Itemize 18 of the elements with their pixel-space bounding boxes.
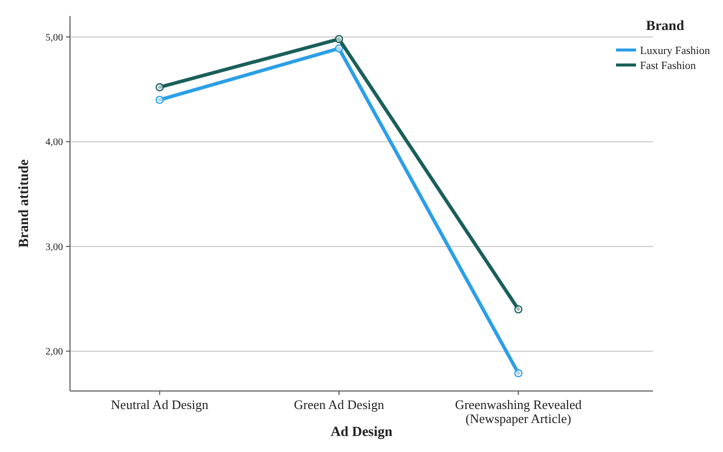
- x-tick-label: Neutral Ad Design: [110, 397, 209, 412]
- x-tick-label: Greenwashing Revealed (Newspaper Article): [454, 397, 582, 426]
- x-axis-title: Ad Design: [330, 425, 393, 440]
- y-tick-label: 3,00: [46, 242, 63, 253]
- point: [514, 369, 522, 378]
- y-tick-label: 4,00: [46, 137, 63, 148]
- y-tick-label: 5,00: [46, 32, 63, 44]
- point: [156, 96, 164, 104]
- y-axis-title: Brand attitude: [17, 159, 32, 248]
- legend-title: Brand: [646, 19, 684, 34]
- y-tick-label: 2,00: [46, 346, 63, 358]
- legend-label: Fast Fashion: [640, 60, 696, 72]
- legend-label: Luxury Fashion: [640, 44, 710, 57]
- point: [156, 83, 164, 92]
- point: [514, 305, 522, 314]
- point: [334, 44, 344, 53]
- x-tick-label: Green Ad Design: [294, 397, 385, 412]
- point: [334, 34, 344, 44]
